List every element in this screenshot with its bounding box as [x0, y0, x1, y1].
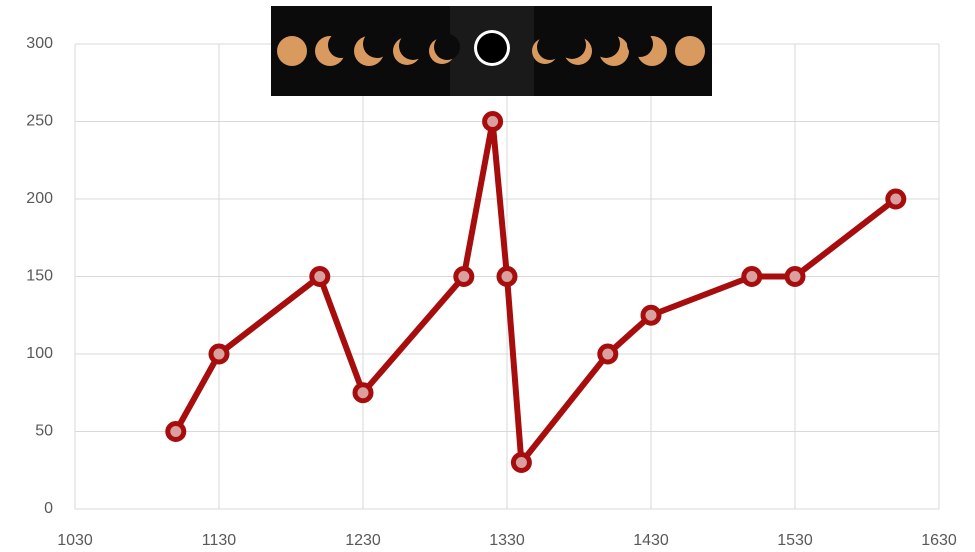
x-tick-label: 1330 — [489, 532, 525, 549]
point — [888, 191, 904, 207]
x-tick-label: 1130 — [202, 532, 237, 549]
chart: 0 50 100 150 200 250 300 1030 1130 1230 1330 1430 15… — [0, 0, 975, 552]
y-tick-label: 0 — [44, 500, 53, 517]
point — [168, 424, 184, 440]
x-tick-label: 1530 — [777, 532, 813, 549]
y-tick-label: 200 — [26, 190, 53, 207]
point — [787, 269, 803, 285]
y-tick-label: 100 — [26, 345, 53, 362]
point — [513, 455, 529, 471]
series-line — [176, 122, 896, 463]
page: 0 50 100 150 200 250 300 1030 1130 1230 1330 1430 15… — [0, 0, 975, 552]
eclipse-image — [271, 6, 712, 96]
x-tick-label: 1030 — [57, 532, 93, 549]
x-tick-label: 1630 — [921, 532, 957, 549]
plot — [168, 114, 904, 471]
y-tick-label: 150 — [26, 268, 53, 285]
point — [643, 307, 659, 323]
point — [211, 346, 227, 362]
x-tick-label: 1230 — [345, 532, 381, 549]
x-tick-label: 1430 — [633, 532, 669, 549]
point — [485, 114, 501, 130]
y-tick-label: 250 — [26, 113, 53, 130]
y-tick-label: 300 — [26, 35, 53, 52]
point — [600, 346, 616, 362]
y-tick-label: 50 — [35, 423, 53, 440]
point — [312, 269, 328, 285]
point — [499, 269, 515, 285]
point — [456, 269, 472, 285]
point — [355, 385, 371, 401]
point — [744, 269, 760, 285]
